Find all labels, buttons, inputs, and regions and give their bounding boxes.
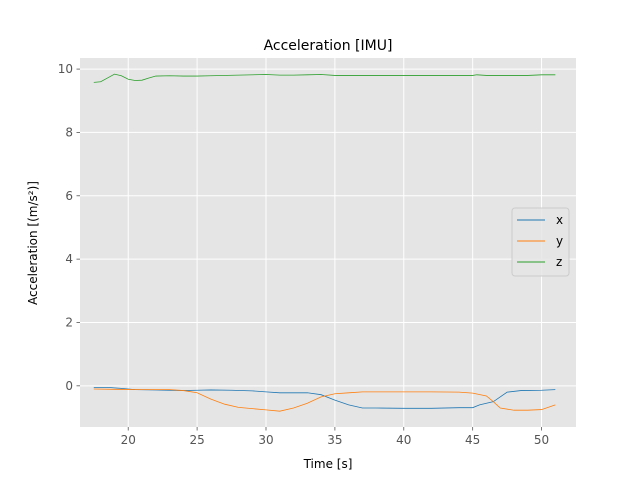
legend-label-z: z <box>556 255 562 269</box>
y-tick-label: 0 <box>65 379 73 393</box>
y-tick-label: 4 <box>65 252 73 266</box>
x-tick-label: 45 <box>465 433 480 447</box>
y-tick-label: 10 <box>58 62 73 76</box>
chart-title: Acceleration [IMU] <box>264 38 393 54</box>
y-axis-label: Acceleration [(m/s²)] <box>26 181 40 305</box>
y-tick-label: 8 <box>65 125 73 139</box>
x-axis-label: Time [s] <box>303 457 353 471</box>
x-tick-label: 30 <box>258 433 273 447</box>
x-tick-label: 40 <box>396 433 411 447</box>
y-tick-label: 6 <box>65 189 73 203</box>
legend-box <box>511 207 570 277</box>
grid-lines <box>80 58 576 427</box>
x-tick-label: 35 <box>327 433 342 447</box>
x-axis-ticks: 20 25 30 35 40 45 50 <box>121 427 549 447</box>
legend: xyz <box>511 207 570 277</box>
y-axis-ticks: 0 2 4 6 8 10 <box>58 62 80 393</box>
x-tick-label: 50 <box>534 433 549 447</box>
series-line-x <box>93 387 556 409</box>
series-line-y <box>93 388 556 412</box>
plot-area <box>80 58 576 427</box>
x-tick-label: 20 <box>121 433 136 447</box>
y-tick-label: 2 <box>65 315 73 329</box>
x-tick-label: 25 <box>189 433 204 447</box>
legend-label-y: y <box>556 234 563 248</box>
series-lines <box>93 73 556 412</box>
series-line-z <box>93 73 556 83</box>
legend-label-x: x <box>556 213 563 227</box>
